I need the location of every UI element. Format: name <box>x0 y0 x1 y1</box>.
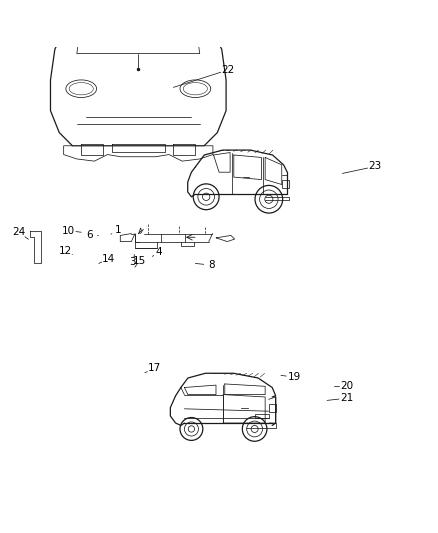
Text: 17: 17 <box>148 364 161 373</box>
Bar <box>281 180 289 188</box>
Text: 6: 6 <box>86 230 93 240</box>
Text: 15: 15 <box>133 256 146 266</box>
Text: 20: 20 <box>339 381 353 391</box>
Text: 10: 10 <box>61 225 74 236</box>
Text: 4: 4 <box>155 247 162 257</box>
Text: 3: 3 <box>129 257 136 267</box>
Text: 22: 22 <box>221 65 234 75</box>
Text: 24: 24 <box>12 227 25 237</box>
Text: 14: 14 <box>102 254 115 264</box>
Text: 1: 1 <box>114 225 121 235</box>
Text: 19: 19 <box>287 372 300 382</box>
Bar <box>254 414 268 418</box>
Text: 8: 8 <box>208 260 215 270</box>
Text: 12: 12 <box>58 246 71 256</box>
Text: 23: 23 <box>368 161 381 172</box>
Bar <box>268 404 275 413</box>
Text: 21: 21 <box>339 393 353 403</box>
